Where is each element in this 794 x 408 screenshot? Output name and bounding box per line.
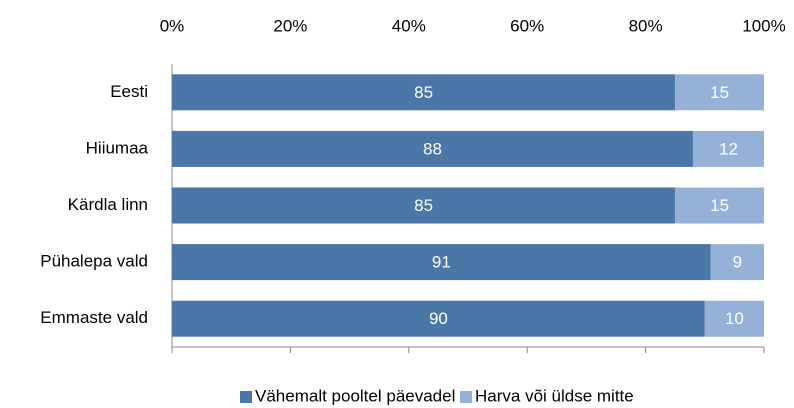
legend-swatch — [240, 391, 252, 403]
data-label: 85 — [414, 196, 433, 215]
data-label: 15 — [710, 196, 729, 215]
data-label: 10 — [725, 309, 744, 328]
x-tick-label: 80% — [629, 16, 663, 35]
bar-segment — [710, 244, 764, 281]
bar-segment — [172, 244, 711, 281]
y-tick-label: Emmaste vald — [40, 308, 148, 327]
x-tick-label: 100% — [742, 16, 785, 35]
x-tick-label: 0% — [160, 16, 185, 35]
y-tick-label: Kärdla linn — [68, 195, 148, 214]
data-label: 15 — [710, 83, 729, 102]
data-label: 85 — [414, 83, 433, 102]
bar-segment — [692, 130, 764, 167]
bar-segment — [172, 130, 693, 167]
y-tick-label: Pühalepa vald — [40, 252, 148, 271]
y-tick-label: Hiiumaa — [86, 138, 149, 157]
data-label: 91 — [432, 253, 451, 272]
bar-segment — [675, 187, 764, 224]
bar-segment — [172, 187, 676, 224]
bar-segment — [704, 300, 764, 337]
legend-label: Vähemalt pooltel päevadel — [255, 386, 455, 405]
data-label: 9 — [733, 253, 742, 272]
x-tick-label: 20% — [273, 16, 307, 35]
bar-segment — [172, 300, 705, 337]
x-tick-label: 60% — [510, 16, 544, 35]
data-label: 90 — [429, 309, 448, 328]
x-tick-label: 40% — [392, 16, 426, 35]
legend-label: Harva või üldse mitte — [475, 386, 634, 405]
y-tick-label: Eesti — [110, 82, 148, 101]
bar-segment — [675, 74, 764, 111]
data-label: 88 — [423, 139, 442, 158]
bar-segment — [172, 74, 676, 111]
data-label: 12 — [719, 139, 738, 158]
legend-swatch — [460, 391, 472, 403]
